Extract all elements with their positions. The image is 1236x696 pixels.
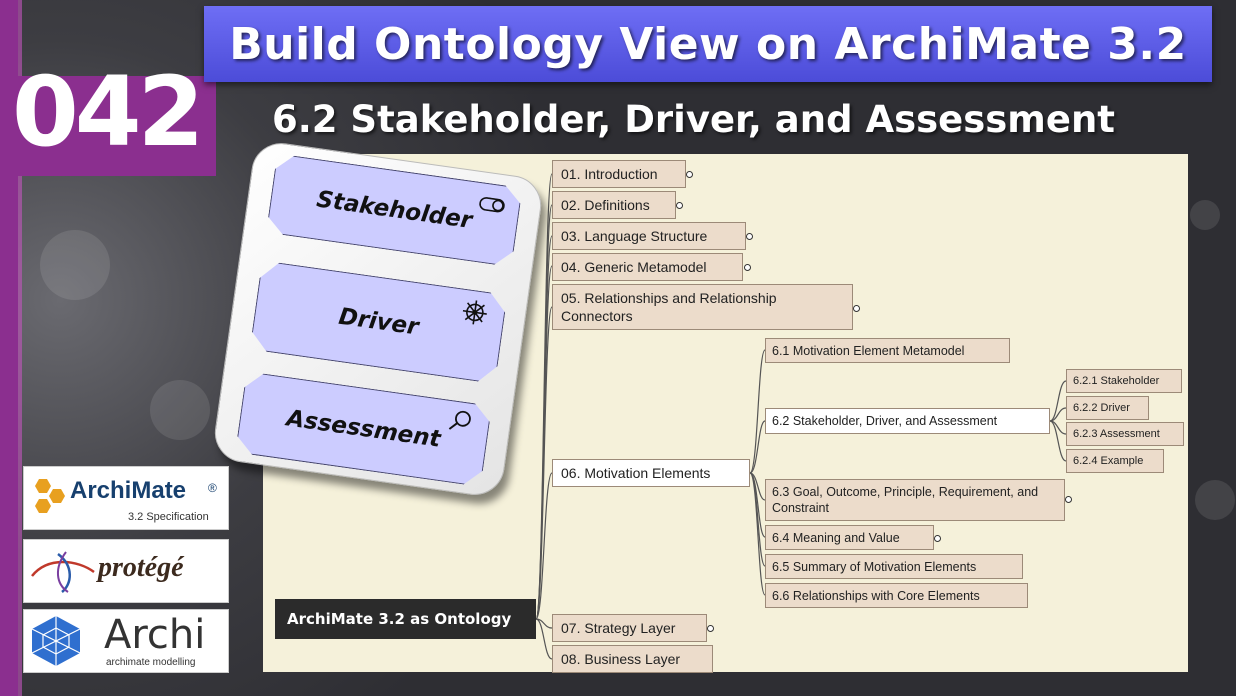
mindmap-node-introduction[interactable]: 01. Introduction bbox=[552, 160, 686, 188]
element-card: Stakeholder Driver Assessment bbox=[211, 139, 545, 499]
protege-logo: protégé bbox=[23, 539, 229, 603]
protege-wordmark: protégé bbox=[98, 552, 184, 583]
expand-dot[interactable] bbox=[707, 625, 714, 632]
archimate-spec-label: 3.2 Specification bbox=[128, 511, 209, 523]
archi-hexagon-icon bbox=[31, 616, 81, 666]
mindmap-node-6-2-3[interactable]: 6.2.3 Assessment bbox=[1066, 422, 1184, 446]
mindmap-node-definitions[interactable]: 02. Definitions bbox=[552, 191, 676, 219]
mindmap-node-language-structure[interactable]: 03. Language Structure bbox=[552, 222, 746, 250]
expand-dot[interactable] bbox=[746, 233, 753, 240]
expand-dot[interactable] bbox=[686, 171, 693, 178]
archi-wordmark: Archi bbox=[104, 612, 206, 658]
mindmap-node-6-2-1[interactable]: 6.2.1 Stakeholder bbox=[1066, 369, 1182, 393]
archi-tagline: archimate modelling bbox=[106, 657, 196, 668]
mindmap-node-relationships[interactable]: 05. Relationships and Relationship Conne… bbox=[552, 284, 853, 330]
archimate-logo: ArchiMate ® 3.2 Specification bbox=[23, 466, 229, 530]
accent-bar bbox=[0, 0, 18, 696]
archi-logo: Archi archimate modelling bbox=[23, 609, 229, 673]
expand-dot[interactable] bbox=[853, 305, 860, 312]
archimate-wordmark: ArchiMate bbox=[70, 477, 187, 504]
title-banner: Build Ontology View on ArchiMate 3.2 bbox=[204, 6, 1212, 82]
mindmap-node-6-5[interactable]: 6.5 Summary of Motivation Elements bbox=[765, 554, 1023, 579]
section-subtitle: 6.2 Stakeholder, Driver, and Assessment bbox=[272, 98, 1115, 141]
episode-number: 042 bbox=[12, 56, 204, 168]
hexagon-cluster-icon bbox=[35, 479, 65, 513]
mindmap-node-6-2-4[interactable]: 6.2.4 Example bbox=[1066, 449, 1164, 473]
episode-tab bbox=[18, 76, 216, 176]
mindmap-node-6-2-2[interactable]: 6.2.2 Driver bbox=[1066, 396, 1149, 420]
driver-label: Driver bbox=[337, 303, 421, 341]
driver-element: Driver bbox=[250, 260, 508, 384]
expand-dot[interactable] bbox=[676, 202, 683, 209]
magnifier-icon bbox=[446, 407, 474, 439]
mindmap-node-6-6[interactable]: 6.6 Relationships with Core Elements bbox=[765, 583, 1028, 608]
page-title: Build Ontology View on ArchiMate 3.2 bbox=[229, 18, 1187, 70]
stakeholder-label: Stakeholder bbox=[314, 186, 474, 234]
mindmap-node-business-layer[interactable]: 08. Business Layer bbox=[552, 645, 713, 673]
expand-dot[interactable] bbox=[934, 535, 941, 542]
assessment-label: Assessment bbox=[284, 405, 443, 453]
assessment-element: Assessment bbox=[235, 371, 492, 487]
mindmap-node-strategy-layer[interactable]: 07. Strategy Layer bbox=[552, 614, 707, 642]
registered-mark: ® bbox=[208, 481, 217, 495]
mindmap-node-6-3[interactable]: 6.3 Goal, Outcome, Principle, Requiremen… bbox=[765, 479, 1065, 521]
mindmap-node-6-4[interactable]: 6.4 Meaning and Value bbox=[765, 525, 934, 550]
protege-swoosh-icon bbox=[31, 551, 95, 593]
mindmap-root[interactable]: ArchiMate 3.2 as Ontology bbox=[275, 599, 536, 639]
expand-dot[interactable] bbox=[744, 264, 751, 271]
driver-wheel-icon bbox=[459, 298, 489, 332]
mindmap-node-6-2[interactable]: 6.2 Stakeholder, Driver, and Assessment bbox=[765, 408, 1050, 434]
expand-dot[interactable] bbox=[1065, 496, 1072, 503]
mindmap-node-6-1[interactable]: 6.1 Motivation Element Metamodel bbox=[765, 338, 1010, 363]
accent-bar-highlight bbox=[18, 0, 22, 696]
stakeholder-element: Stakeholder bbox=[266, 153, 523, 267]
mindmap-node-motivation-elements[interactable]: 06. Motivation Elements bbox=[552, 459, 750, 487]
stakeholder-icon bbox=[477, 191, 506, 218]
mindmap-node-generic-metamodel[interactable]: 04. Generic Metamodel bbox=[552, 253, 743, 281]
